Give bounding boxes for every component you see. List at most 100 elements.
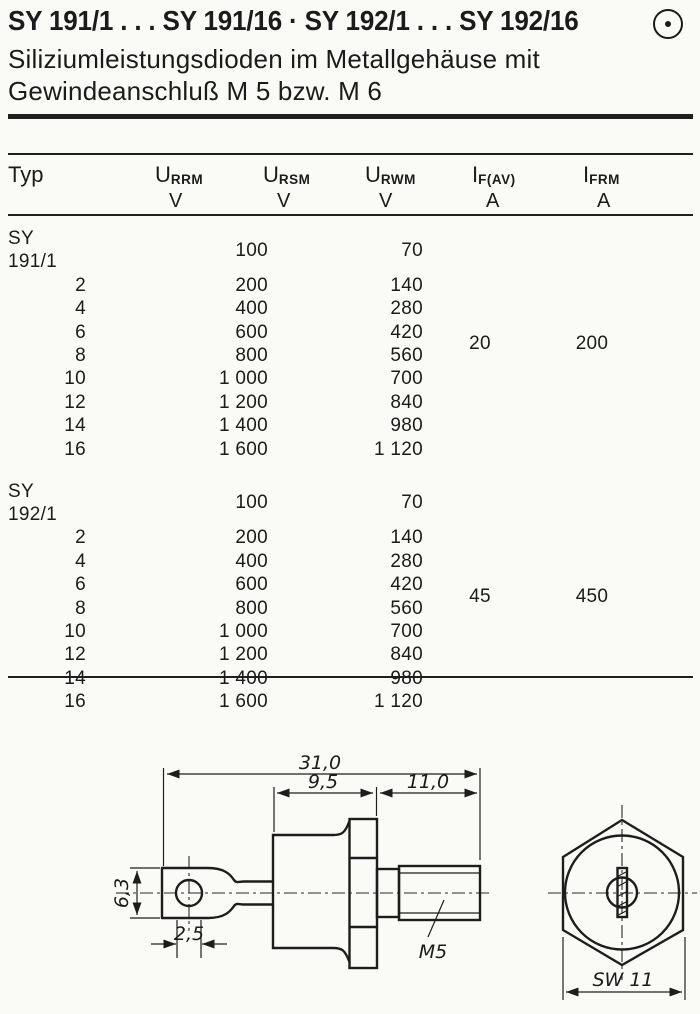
ifrm-value: 200 xyxy=(575,333,609,355)
subtitle-line-1: Siliziumleistungsdioden im Metallgehäuse… xyxy=(8,44,540,74)
ifrm-value: 450 xyxy=(575,585,609,607)
dim-case-length: 9,5 xyxy=(308,771,338,793)
table-row: 6 600 420 xyxy=(8,321,647,344)
table-cell: 280 xyxy=(390,298,423,320)
table-row: 10 1 000 700 xyxy=(8,620,647,643)
side-view: 31,0 9,5 11,0 6,3 2,5 M5 xyxy=(111,752,492,970)
table-cell: 1 000 xyxy=(218,621,268,642)
column-header-ifrm: IFRM A xyxy=(583,162,620,212)
thread-label: M5 xyxy=(419,941,447,963)
table-row: 8 800 560 xyxy=(8,597,647,620)
table-cell: 4 xyxy=(75,550,86,572)
table-block-sy192: SY 192/1 100 70 45 450 2 200 140 4 400 280 6 600 420 8… xyxy=(8,480,647,714)
table-cell: 10 xyxy=(64,368,86,390)
table-cell: 140 xyxy=(390,274,423,296)
table-header-rule xyxy=(8,214,693,216)
tab-end-on xyxy=(616,866,629,919)
table-bottom-rule xyxy=(8,676,693,678)
table-row: 10 1 000 700 xyxy=(8,367,647,390)
table-cell: 2 xyxy=(75,274,86,296)
table-row: 14 1 400 980 xyxy=(8,667,647,690)
table-header: Typ URRM V URSM V URWM V IF(AV) A IFRM A xyxy=(0,162,700,214)
column-header-ursm: URSM V xyxy=(263,162,311,212)
dim-tab-height: 6,3 xyxy=(111,878,133,908)
table-cell: 14 xyxy=(64,415,86,437)
subtitle-line-2: Gewindeanschluß M 5 bzw. M 6 xyxy=(8,76,383,106)
table-cell: 16 xyxy=(64,438,86,460)
table-row: 16 1 600 1 120 xyxy=(8,438,647,461)
table-cell: 1 400 xyxy=(218,667,268,689)
column-header-urrm: URRM V xyxy=(155,162,204,212)
table-cell: 200 xyxy=(235,527,268,549)
hex-outline xyxy=(561,818,685,967)
column-header-ifav: IF(AV) A xyxy=(472,162,516,212)
table-row: SY 191/1 100 70 20 200 xyxy=(8,227,647,354)
table-row: 14 1 400 980 xyxy=(8,414,647,437)
table-block-sy191: SY 191/1 100 70 20 200 2 200 140 4 400 280 6 600 420 8… xyxy=(8,227,647,461)
table-cell: 70 xyxy=(401,492,423,514)
table-cell: 2 xyxy=(75,527,86,549)
table-cell: 600 xyxy=(235,574,268,596)
if-av-value: 45 xyxy=(469,585,491,607)
table-top-rule xyxy=(8,153,693,155)
dim-overall-length: 31,0 xyxy=(299,752,341,774)
table-cell: 1 600 xyxy=(218,438,268,460)
table-cell: 560 xyxy=(390,345,423,367)
column-header-urwm: URWM V xyxy=(365,162,416,212)
table-cell: 200 xyxy=(235,274,268,296)
table-cell: 70 xyxy=(401,239,423,261)
table-row: 2 200 140 xyxy=(8,526,647,549)
table-cell: 1 200 xyxy=(218,391,268,413)
hex-end-view: SW 11 xyxy=(548,805,697,1000)
table-cell: 1 200 xyxy=(218,644,268,666)
column-header-typ: Typ xyxy=(8,162,44,187)
table-cell: 100 xyxy=(235,239,268,261)
table-cell: 1 120 xyxy=(373,691,423,713)
table-cell: 800 xyxy=(235,345,268,367)
table-row: 12 1 200 840 xyxy=(8,391,647,414)
page-title: SY 191/1 . . . SY 191/16 · SY 192/1 . . … xyxy=(8,5,579,36)
table-cell: 280 xyxy=(390,550,423,572)
table-cell: 8 xyxy=(75,345,86,367)
table-cell: 400 xyxy=(235,550,268,572)
table-cell: 840 xyxy=(390,644,423,666)
table-cell: 700 xyxy=(390,621,423,642)
table-cell: 980 xyxy=(390,415,423,437)
package-drawing: 31,0 9,5 11,0 6,3 2,5 M5 xyxy=(111,752,697,1000)
table-cell: 12 xyxy=(64,644,86,666)
table-cell: 800 xyxy=(235,597,268,619)
table-row: 6 600 420 xyxy=(8,573,647,596)
if-av-value: 20 xyxy=(469,333,491,355)
table-cell: SY 192/1 xyxy=(8,480,58,525)
table-row: 8 800 560 xyxy=(8,344,647,367)
ratings-table: SY 191/1 100 70 20 200 2 200 140 4 400 280 6 600 420 8… xyxy=(8,227,668,714)
circle-dot-icon xyxy=(653,9,683,39)
table-cell: 700 xyxy=(390,368,423,390)
table-cell: 1 000 xyxy=(218,368,268,390)
table-cell: 1 120 xyxy=(373,438,423,460)
table-row: 4 400 280 xyxy=(8,550,647,573)
dim-hole-diameter: 2,5 xyxy=(174,923,204,945)
table-cell: 1 600 xyxy=(218,691,268,713)
table-row: 2 200 140 xyxy=(8,274,647,297)
table-cell: 8 xyxy=(75,597,86,619)
table-cell: 1 400 xyxy=(218,415,268,437)
table-cell: 140 xyxy=(390,527,423,549)
table-cell: 560 xyxy=(390,597,423,619)
table-row: 12 1 200 840 xyxy=(8,643,647,666)
title-divider xyxy=(8,114,693,119)
table-cell: 600 xyxy=(235,321,268,343)
wrench-size-label: SW 11 xyxy=(592,969,653,991)
table-cell: 4 xyxy=(75,298,86,320)
table-cell: 420 xyxy=(390,574,423,596)
table-cell: 12 xyxy=(64,391,86,413)
table-cell: 400 xyxy=(235,298,268,320)
table-cell: 10 xyxy=(64,621,86,642)
table-cell: 100 xyxy=(235,492,268,514)
dim-stud-length: 11,0 xyxy=(407,771,449,793)
table-cell: 420 xyxy=(390,321,423,343)
table-cell: 980 xyxy=(390,667,423,689)
table-cell: 6 xyxy=(75,574,86,596)
table-cell: 14 xyxy=(64,667,86,689)
